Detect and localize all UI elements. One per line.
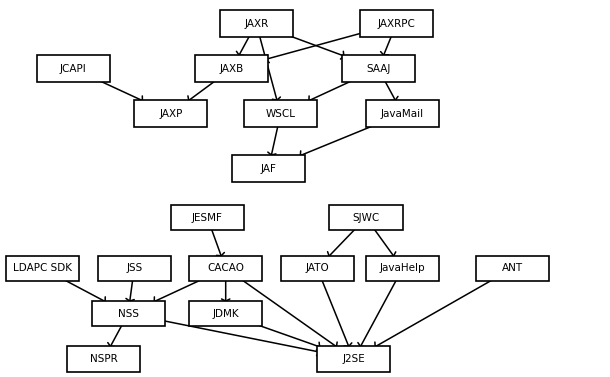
Text: JAXRPC: JAXRPC (378, 18, 415, 29)
FancyBboxPatch shape (67, 346, 140, 372)
Text: JSS: JSS (126, 264, 142, 273)
Text: JavaHelp: JavaHelp (380, 264, 425, 273)
FancyBboxPatch shape (366, 256, 439, 281)
Text: JAF: JAF (260, 164, 276, 173)
Text: JCAPI: JCAPI (60, 64, 87, 74)
FancyBboxPatch shape (189, 301, 262, 326)
Text: SAAJ: SAAJ (366, 64, 390, 74)
Text: NSS: NSS (118, 309, 138, 319)
Text: SJWC: SJWC (353, 213, 379, 223)
FancyBboxPatch shape (92, 301, 165, 326)
FancyBboxPatch shape (317, 346, 390, 372)
FancyBboxPatch shape (366, 100, 439, 127)
Text: LDAPC SDK: LDAPC SDK (13, 264, 72, 273)
FancyBboxPatch shape (476, 256, 549, 281)
FancyBboxPatch shape (232, 155, 305, 182)
Text: JavaMail: JavaMail (381, 109, 424, 119)
Text: NSPR: NSPR (90, 354, 118, 364)
FancyBboxPatch shape (342, 55, 415, 82)
Text: CACAO: CACAO (207, 264, 244, 273)
Text: ANT: ANT (502, 264, 523, 273)
Text: J2SE: J2SE (342, 354, 365, 364)
FancyBboxPatch shape (171, 205, 244, 230)
Text: JATO: JATO (306, 264, 329, 273)
FancyBboxPatch shape (37, 55, 110, 82)
FancyBboxPatch shape (189, 256, 262, 281)
FancyBboxPatch shape (220, 10, 293, 37)
Text: JDMK: JDMK (212, 309, 239, 319)
Text: JAXR: JAXR (244, 18, 268, 29)
FancyBboxPatch shape (98, 256, 171, 281)
Text: JAXP: JAXP (159, 109, 182, 119)
FancyBboxPatch shape (195, 55, 268, 82)
Text: JAXB: JAXB (220, 64, 244, 74)
Text: JESMF: JESMF (192, 213, 223, 223)
Text: WSCL: WSCL (265, 109, 296, 119)
FancyBboxPatch shape (329, 205, 403, 230)
FancyBboxPatch shape (281, 256, 354, 281)
FancyBboxPatch shape (360, 10, 433, 37)
FancyBboxPatch shape (6, 256, 79, 281)
FancyBboxPatch shape (244, 100, 317, 127)
FancyBboxPatch shape (134, 100, 207, 127)
